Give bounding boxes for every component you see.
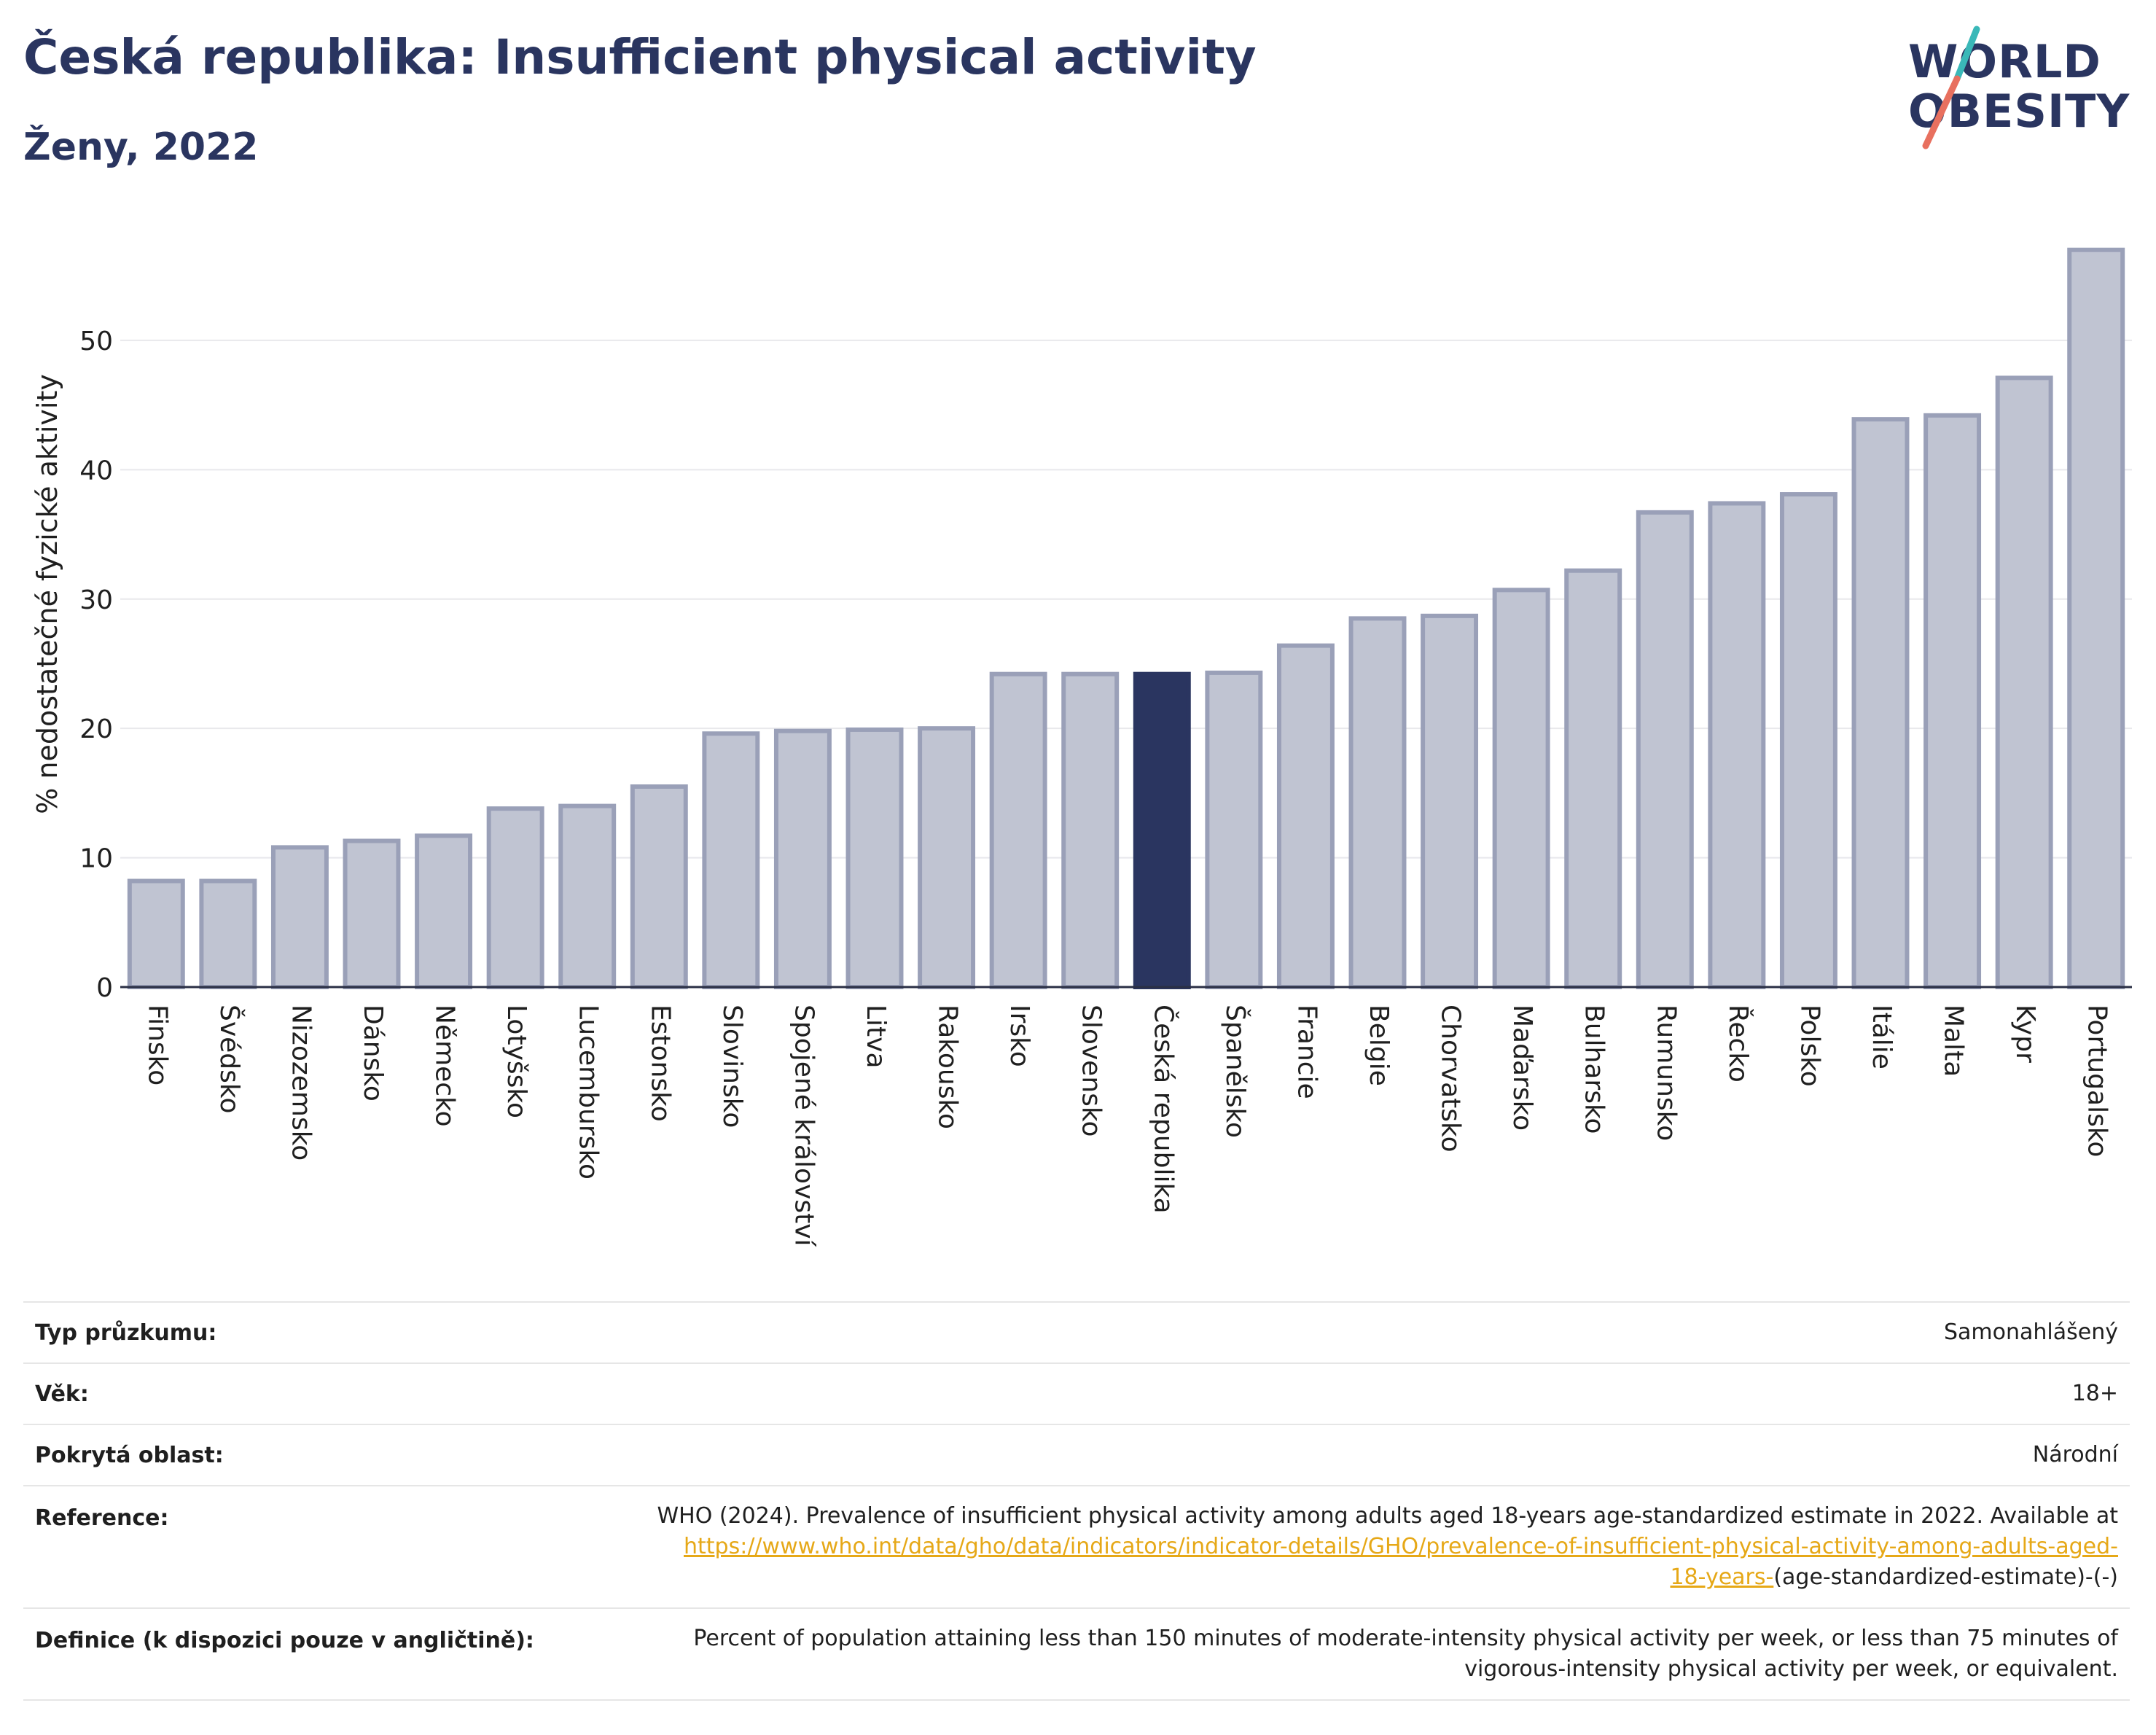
- reference-link-continued[interactable]: 18-years-: [1670, 1564, 1774, 1590]
- definition-line-2: vigorous-intensity physical activity per…: [1464, 1656, 2118, 1682]
- bar: [773, 728, 832, 989]
- y-tick-label: 0: [96, 973, 113, 1003]
- survey-type-value: Samonahlášený: [1944, 1319, 2118, 1345]
- coverage-label: Pokrytá oblast:: [35, 1443, 224, 1468]
- x-axis-ticks: Finsko Švédsko Nizozemsko Dánsko Německo Loty…: [142, 1005, 2112, 1247]
- reference-text: WHO (2024). Prevalence of insufficient p…: [657, 1503, 2118, 1529]
- bar: [1276, 643, 1335, 989]
- y-axis-ticks: 0 10 20 30 40 50: [79, 327, 113, 1003]
- definition-value: Percent of population attaining less tha…: [693, 1623, 2118, 1685]
- x-tick-label: Lotyšsko: [501, 1005, 531, 1118]
- world-obesity-logo: WORLD OBESITY: [1895, 22, 2143, 153]
- x-tick-label: Chorvatsko: [1436, 1005, 1466, 1153]
- definition-line-1: Percent of population attaining less tha…: [693, 1626, 2118, 1651]
- info-row-reference: Reference: WHO (2024). Prevalence of ins…: [23, 1485, 2130, 1607]
- bar: [1708, 501, 1766, 989]
- x-tick-label: Estonsko: [645, 1005, 675, 1122]
- x-tick-label: Itálie: [1867, 1005, 1897, 1069]
- x-tick-label: Spojené království: [789, 1005, 819, 1247]
- bar: [1205, 670, 1263, 989]
- bar: [630, 784, 688, 990]
- info-table: Typ průzkumu: Samonahlášený Věk: 18+ Pok…: [23, 1301, 2130, 1701]
- info-row-survey-type: Typ průzkumu: Samonahlášený: [23, 1301, 2130, 1362]
- x-tick-label: Polsko: [1794, 1005, 1824, 1087]
- x-tick-label: Kypr: [2010, 1005, 2040, 1063]
- x-tick-label: Irsko: [1004, 1005, 1034, 1067]
- chart-title: Česká republika: Insufficient physical a…: [23, 29, 1257, 85]
- bar: [702, 731, 760, 990]
- bar: [343, 838, 401, 990]
- reference-link[interactable]: https://www.who.int/data/gho/data/indica…: [684, 1534, 2118, 1559]
- bar: [1995, 375, 2053, 989]
- x-tick-label: Lucembursko: [574, 1005, 604, 1180]
- info-row-definition: Definice (k dispozici pouze v angličtině…: [23, 1607, 2130, 1701]
- x-tick-label: Finsko: [142, 1005, 172, 1085]
- y-axis-label: % nedostatečné fyzické aktivity: [31, 374, 63, 814]
- logo-line-1: WORLD: [1908, 35, 2101, 88]
- reference-suffix: (age-standardized-estimate)-(-): [1773, 1564, 2118, 1590]
- bar: [989, 671, 1047, 989]
- bar-chart: 0 10 20 30 40 50 % nedostatečné fyzické aktiv…: [31, 247, 2132, 1247]
- bar: [918, 726, 976, 989]
- logo-slash-icon: [1922, 26, 1980, 149]
- age-value: 18+: [2071, 1381, 2118, 1406]
- x-tick-label: Portugalsko: [2082, 1005, 2112, 1157]
- bar: [845, 727, 904, 989]
- age-label: Věk:: [35, 1381, 89, 1407]
- y-tick-label: 50: [79, 327, 113, 356]
- bars: [127, 247, 2125, 990]
- x-tick-label: Bulharsko: [1579, 1005, 1609, 1134]
- x-tick-label: Slovinsko: [717, 1005, 747, 1128]
- bar: [2067, 247, 2125, 989]
- bar: [1636, 510, 1694, 989]
- y-tick-label: 10: [79, 844, 113, 874]
- y-tick-label: 30: [79, 585, 113, 615]
- coverage-value: Národní: [2032, 1442, 2118, 1467]
- bar: [1851, 417, 1910, 989]
- reference-label: Reference:: [35, 1505, 169, 1531]
- bar: [270, 845, 329, 989]
- x-tick-label: Dánsko: [358, 1005, 388, 1102]
- reference-value: WHO (2024). Prevalence of insufficient p…: [657, 1501, 2118, 1593]
- x-tick-label: Rumunsko: [1651, 1005, 1681, 1141]
- bar: [1061, 671, 1120, 989]
- x-tick-label: Španělsko: [1220, 1005, 1251, 1138]
- bar: [1564, 568, 1622, 989]
- survey-type-label: Typ průzkumu:: [35, 1320, 217, 1346]
- bar: [558, 803, 617, 990]
- bar: [1421, 613, 1479, 989]
- chart-subtitle: Ženy, 2022: [23, 125, 259, 169]
- bar-highlighted: [1133, 671, 1191, 989]
- bar: [199, 878, 257, 989]
- bar: [127, 878, 185, 989]
- info-row-coverage: Pokrytá oblast: Národní: [23, 1424, 2130, 1485]
- y-tick-label: 40: [79, 456, 113, 486]
- x-tick-label: Rakousko: [933, 1005, 963, 1129]
- info-row-age: Věk: 18+: [23, 1362, 2130, 1424]
- x-tick-label: Francie: [1292, 1005, 1321, 1099]
- x-tick-label: Maďarsko: [1507, 1005, 1537, 1131]
- bar: [415, 833, 473, 990]
- x-tick-label: Švédsko: [214, 1005, 245, 1114]
- bar: [486, 806, 544, 989]
- x-tick-label: Slovensko: [1077, 1005, 1106, 1137]
- x-tick-label: Německo: [430, 1005, 460, 1127]
- bar: [1492, 588, 1550, 989]
- x-tick-label: Nizozemsko: [286, 1005, 316, 1161]
- x-tick-label: Řecko: [1723, 1005, 1754, 1083]
- bar: [1779, 492, 1837, 989]
- bar: [1348, 616, 1407, 989]
- x-tick-label: Litva: [861, 1005, 891, 1069]
- x-tick-label: Malta: [1939, 1005, 1969, 1077]
- definition-label: Definice (k dispozici pouze v angličtině…: [35, 1628, 534, 1653]
- bar: [1923, 413, 1982, 989]
- x-tick-label: Česká republika: [1148, 1005, 1179, 1214]
- x-tick-label: Belgie: [1364, 1005, 1394, 1086]
- y-tick-label: 20: [79, 714, 113, 744]
